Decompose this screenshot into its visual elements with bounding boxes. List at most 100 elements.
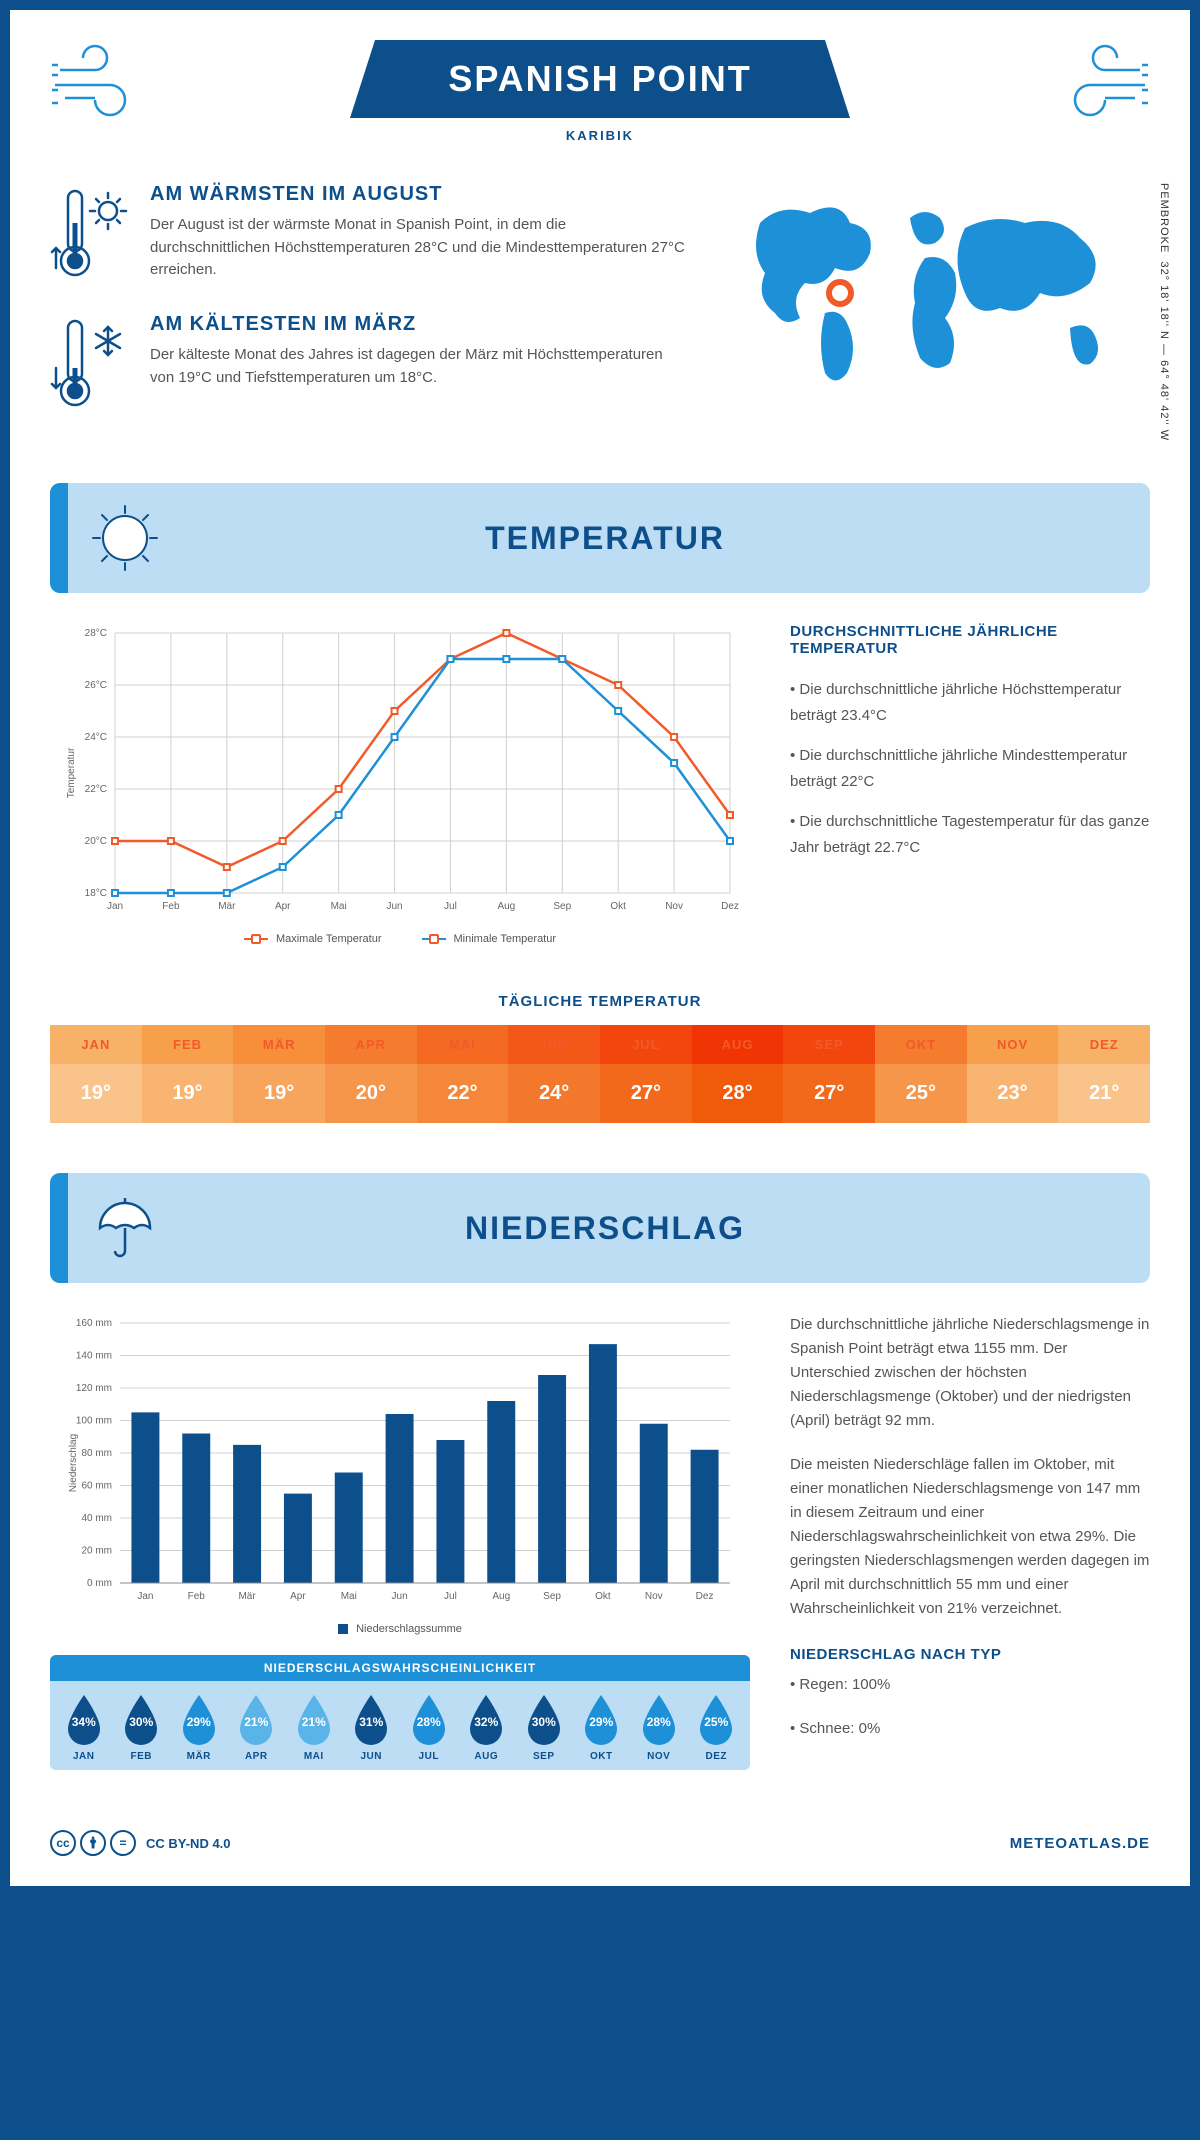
map-block: PEMBROKE 32° 18' 18'' N — 64° 48' 42'' W	[730, 183, 1150, 443]
svg-text:20°C: 20°C	[85, 836, 107, 847]
precip-type-title: NIEDERSCHLAG NACH TYP	[790, 1646, 1150, 1663]
drop-icon: 28%	[408, 1693, 450, 1745]
svg-text:Mär: Mär	[218, 901, 236, 912]
svg-text:24°C: 24°C	[85, 732, 107, 743]
daily-temp-table: JAN 19° FEB 19° MÄR 19° APR 20° MAI 22° …	[50, 1025, 1150, 1123]
coldest-title: AM KÄLTESTEN IM MÄRZ	[150, 313, 690, 336]
daily-temp-title: TÄGLICHE TEMPERATUR	[50, 993, 1150, 1010]
temp-cell: MAI 22°	[417, 1025, 509, 1123]
temp-cell: APR 20°	[325, 1025, 417, 1123]
svg-text:160 mm: 160 mm	[76, 1318, 112, 1329]
precip-type-bullet: • Schnee: 0%	[790, 1717, 1150, 1741]
temp-info-title: DURCHSCHNITTLICHE JÄHRLICHE TEMPERATUR	[790, 623, 1150, 657]
license-block: cc 🛉 = CC BY-ND 4.0	[50, 1830, 231, 1856]
section-header-precipitation: NIEDERSCHLAG	[50, 1173, 1150, 1283]
svg-text:Jul: Jul	[444, 1591, 457, 1602]
temp-cell: SEP 27°	[783, 1025, 875, 1123]
svg-text:Okt: Okt	[595, 1591, 611, 1602]
page-title: SPANISH POINT	[410, 58, 790, 100]
temp-cell: JUN 24°	[508, 1025, 600, 1123]
svg-text:22°C: 22°C	[85, 784, 107, 795]
prob-cell: 31% JUN	[343, 1693, 401, 1762]
drop-icon: 29%	[178, 1693, 220, 1745]
svg-text:28°C: 28°C	[85, 628, 107, 639]
coldest-block: AM KÄLTESTEN IM MÄRZ Der kälteste Monat …	[50, 313, 690, 413]
temp-cell: JUL 27°	[600, 1025, 692, 1123]
svg-text:Mai: Mai	[331, 901, 347, 912]
precip-p2: Die meisten Niederschläge fallen im Okto…	[790, 1453, 1150, 1621]
svg-text:Apr: Apr	[275, 901, 291, 912]
svg-text:60 mm: 60 mm	[81, 1481, 112, 1492]
svg-text:Dez: Dez	[696, 1591, 714, 1602]
prob-cell: 21% MAI	[285, 1693, 343, 1762]
warmest-title: AM WÄRMSTEN IM AUGUST	[150, 183, 690, 206]
temp-cell: OKT 25°	[875, 1025, 967, 1123]
precip-p1: Die durchschnittliche jährliche Niedersc…	[790, 1313, 1150, 1433]
drop-icon: 30%	[523, 1693, 565, 1745]
title-block: SPANISH POINT KARIBIK	[170, 40, 1030, 143]
svg-text:Sep: Sep	[553, 901, 571, 912]
precip-type-bullet: • Regen: 100%	[790, 1673, 1150, 1697]
svg-text:Jun: Jun	[392, 1591, 408, 1602]
prob-cell: 28% NOV	[630, 1693, 688, 1762]
temp-legend: .legend-sw:nth-child(1)::after{border-co…	[50, 933, 750, 945]
prob-cell: 28% JUL	[400, 1693, 458, 1762]
info-row: AM WÄRMSTEN IM AUGUST Der August ist der…	[50, 183, 1150, 443]
temperature-info: DURCHSCHNITTLICHE JÄHRLICHE TEMPERATUR •…	[790, 623, 1150, 963]
svg-text:Aug: Aug	[497, 901, 515, 912]
precipitation-info: Die durchschnittliche jährliche Niedersc…	[790, 1313, 1150, 1770]
svg-text:Okt: Okt	[610, 901, 626, 912]
prob-cell: 32% AUG	[458, 1693, 516, 1762]
drop-icon: 34%	[63, 1693, 105, 1745]
coordinates: PEMBROKE 32° 18' 18'' N — 64° 48' 42'' W	[1158, 183, 1170, 441]
prob-cell: 30% SEP	[515, 1693, 573, 1762]
coldest-text: Der kälteste Monat des Jahres ist dagege…	[150, 344, 690, 389]
svg-text:Jun: Jun	[386, 901, 402, 912]
svg-text:100 mm: 100 mm	[76, 1416, 112, 1427]
precip-probability-block: NIEDERSCHLAGSWAHRSCHEINLICHKEIT 34% JAN …	[50, 1655, 750, 1770]
prob-cell: 30% FEB	[113, 1693, 171, 1762]
svg-text:Feb: Feb	[188, 1591, 206, 1602]
svg-text:0 mm: 0 mm	[87, 1578, 112, 1589]
thermometer-hot-icon	[50, 183, 130, 283]
site-name: METEOATLAS.DE	[1010, 1835, 1150, 1852]
svg-text:Apr: Apr	[290, 1591, 306, 1602]
svg-text:Jul: Jul	[444, 901, 457, 912]
title-banner: SPANISH POINT	[350, 40, 850, 118]
sun-icon	[90, 503, 160, 573]
section-title-temperature: TEMPERATUR	[190, 520, 1020, 557]
drop-icon: 28%	[638, 1693, 680, 1745]
world-map-icon	[730, 183, 1150, 403]
temp-cell: JAN 19°	[50, 1025, 142, 1123]
drop-icon: 30%	[120, 1693, 162, 1745]
svg-text:Jan: Jan	[107, 901, 123, 912]
svg-text:Sep: Sep	[543, 1591, 561, 1602]
section-title-precipitation: NIEDERSCHLAG	[190, 1210, 1020, 1247]
prob-title: NIEDERSCHLAGSWAHRSCHEINLICHKEIT	[50, 1655, 750, 1681]
svg-text:120 mm: 120 mm	[76, 1383, 112, 1394]
svg-text:18°C: 18°C	[85, 888, 107, 899]
warmest-text: Der August ist der wärmste Monat in Span…	[150, 214, 690, 282]
section-header-temperature: TEMPERATUR	[50, 483, 1150, 593]
wind-icon-right	[1030, 40, 1150, 120]
svg-text:Aug: Aug	[492, 1591, 510, 1602]
header: SPANISH POINT KARIBIK	[50, 40, 1150, 143]
prob-cell: 34% JAN	[55, 1693, 113, 1762]
prob-cell: 25% DEZ	[688, 1693, 746, 1762]
prob-cell: 29% MÄR	[170, 1693, 228, 1762]
svg-text:Dez: Dez	[721, 901, 739, 912]
temp-cell: NOV 23°	[967, 1025, 1059, 1123]
temperature-line-chart: 18°C20°C22°C24°C26°C28°CJanFebMärAprMaiJ…	[50, 623, 750, 963]
drop-icon: 21%	[293, 1693, 335, 1745]
svg-text:Jan: Jan	[137, 1591, 153, 1602]
svg-text:80 mm: 80 mm	[81, 1448, 112, 1459]
drop-icon: 25%	[695, 1693, 737, 1745]
license-text: CC BY-ND 4.0	[146, 1836, 231, 1851]
svg-text:Feb: Feb	[162, 901, 180, 912]
svg-text:40 mm: 40 mm	[81, 1513, 112, 1524]
svg-text:Nov: Nov	[645, 1591, 663, 1602]
prob-cell: 29% OKT	[573, 1693, 631, 1762]
subtitle: KARIBIK	[170, 128, 1030, 143]
drop-icon: 32%	[465, 1693, 507, 1745]
by-icon: 🛉	[80, 1830, 106, 1856]
